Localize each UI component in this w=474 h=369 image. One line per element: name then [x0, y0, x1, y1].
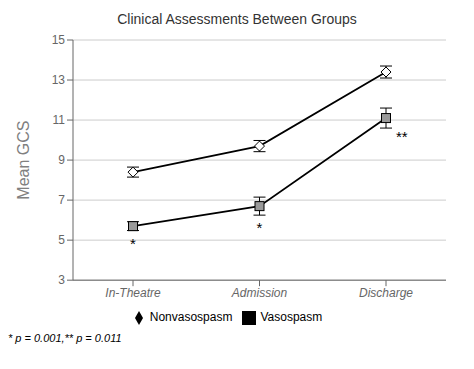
html-text:* p = 0.001,** p = 0.011: * p = 0.001,** p = 0.011	[8, 332, 122, 344]
svg-text:*: *	[130, 235, 136, 252]
svg-text:13: 13	[52, 73, 66, 87]
svg-text:9: 9	[58, 153, 65, 167]
html-text:Nonvasospasm: Nonvasospasm	[149, 310, 233, 325]
html-text:Vasospasm: Vasospasm	[260, 310, 323, 325]
svg-text:Mean GCS: Mean GCS	[15, 121, 32, 200]
svg-text:3: 3	[58, 273, 65, 287]
svg-text:7: 7	[58, 193, 65, 207]
svg-text:5: 5	[58, 233, 65, 247]
svg-text:11: 11	[53, 113, 66, 127]
svg-text:In-Theatre: In-Theatre	[105, 286, 161, 300]
html-text:Clinical Assessments Between G: Clinical Assessments Between Groups	[117, 11, 357, 27]
svg-text:*: *	[257, 219, 263, 236]
svg-text:Admission: Admission	[231, 286, 288, 300]
svg-text:**: **	[396, 128, 408, 145]
svg-text:15: 15	[52, 33, 66, 47]
svg-text:Discharge: Discharge	[359, 286, 413, 300]
